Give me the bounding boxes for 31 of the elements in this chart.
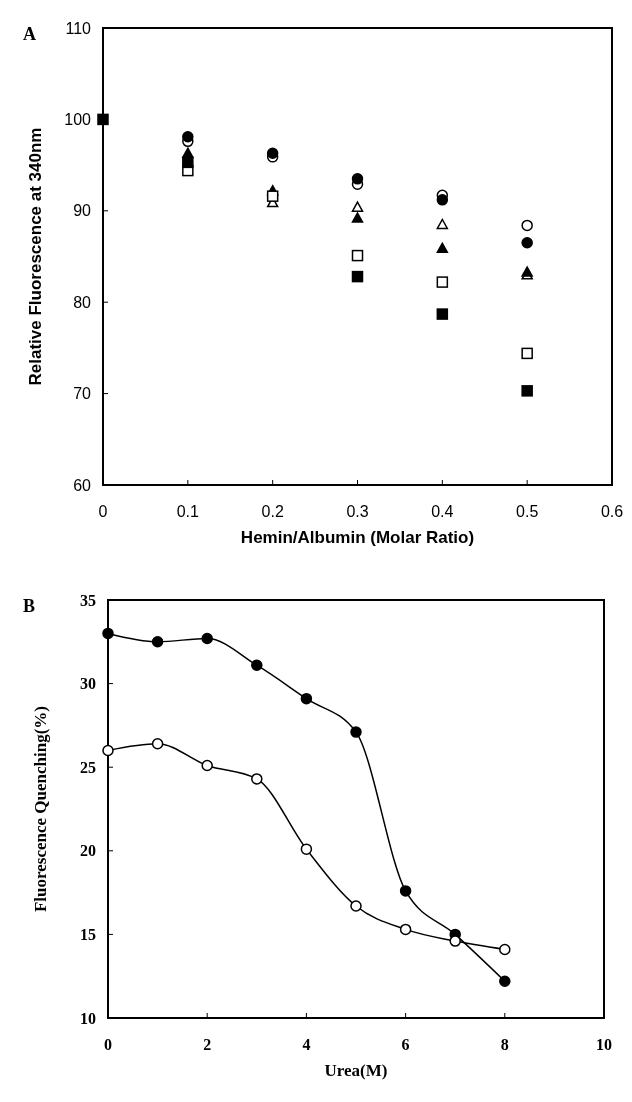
chart-title: B <box>23 596 36 616</box>
x-tick-label: 0.4 <box>431 503 454 520</box>
chart-title: A <box>23 24 36 44</box>
x-tick-label: 0.6 <box>600 503 624 520</box>
x-tick-label: 8 <box>500 1036 509 1053</box>
x-tick-label: 10 <box>596 1036 612 1053</box>
x-tick-label: 4 <box>302 1036 311 1053</box>
y-tick-label: 100 <box>64 111 92 128</box>
y-tick-label: 80 <box>73 293 92 311</box>
x-tick-label: 0.2 <box>261 503 284 520</box>
y-tick-label: 70 <box>73 385 92 403</box>
x-tick-label: 0 <box>98 503 108 520</box>
x-axis-title: Urea(M) <box>324 1061 388 1080</box>
y-tick-label: 10 <box>80 1009 96 1027</box>
x-axis-title: Hemin/Albumin (Molar Ratio) <box>240 528 475 547</box>
y-tick-label: 25 <box>80 758 96 776</box>
y-axis-title: Fluorescence Quenching(%) <box>31 705 50 913</box>
x-tick-label: 2 <box>203 1036 212 1053</box>
y-tick-label: 60 <box>73 476 92 494</box>
y-tick-label: 30 <box>80 675 96 693</box>
x-tick-label: 0.3 <box>346 503 369 520</box>
y-tick-label: 90 <box>73 202 92 220</box>
x-tick-label: 6 <box>401 1036 410 1053</box>
y-axis-title: Relative Fluorescence at 340nm <box>26 127 45 386</box>
y-tick-label: 110 <box>65 19 92 37</box>
x-tick-label: 0.1 <box>176 503 200 520</box>
x-tick-label: 0.5 <box>516 503 539 520</box>
y-tick-label: 35 <box>80 591 96 609</box>
x-tick-label: 0 <box>104 1036 112 1053</box>
y-tick-label: 20 <box>80 842 96 860</box>
y-tick-label: 15 <box>80 926 96 943</box>
